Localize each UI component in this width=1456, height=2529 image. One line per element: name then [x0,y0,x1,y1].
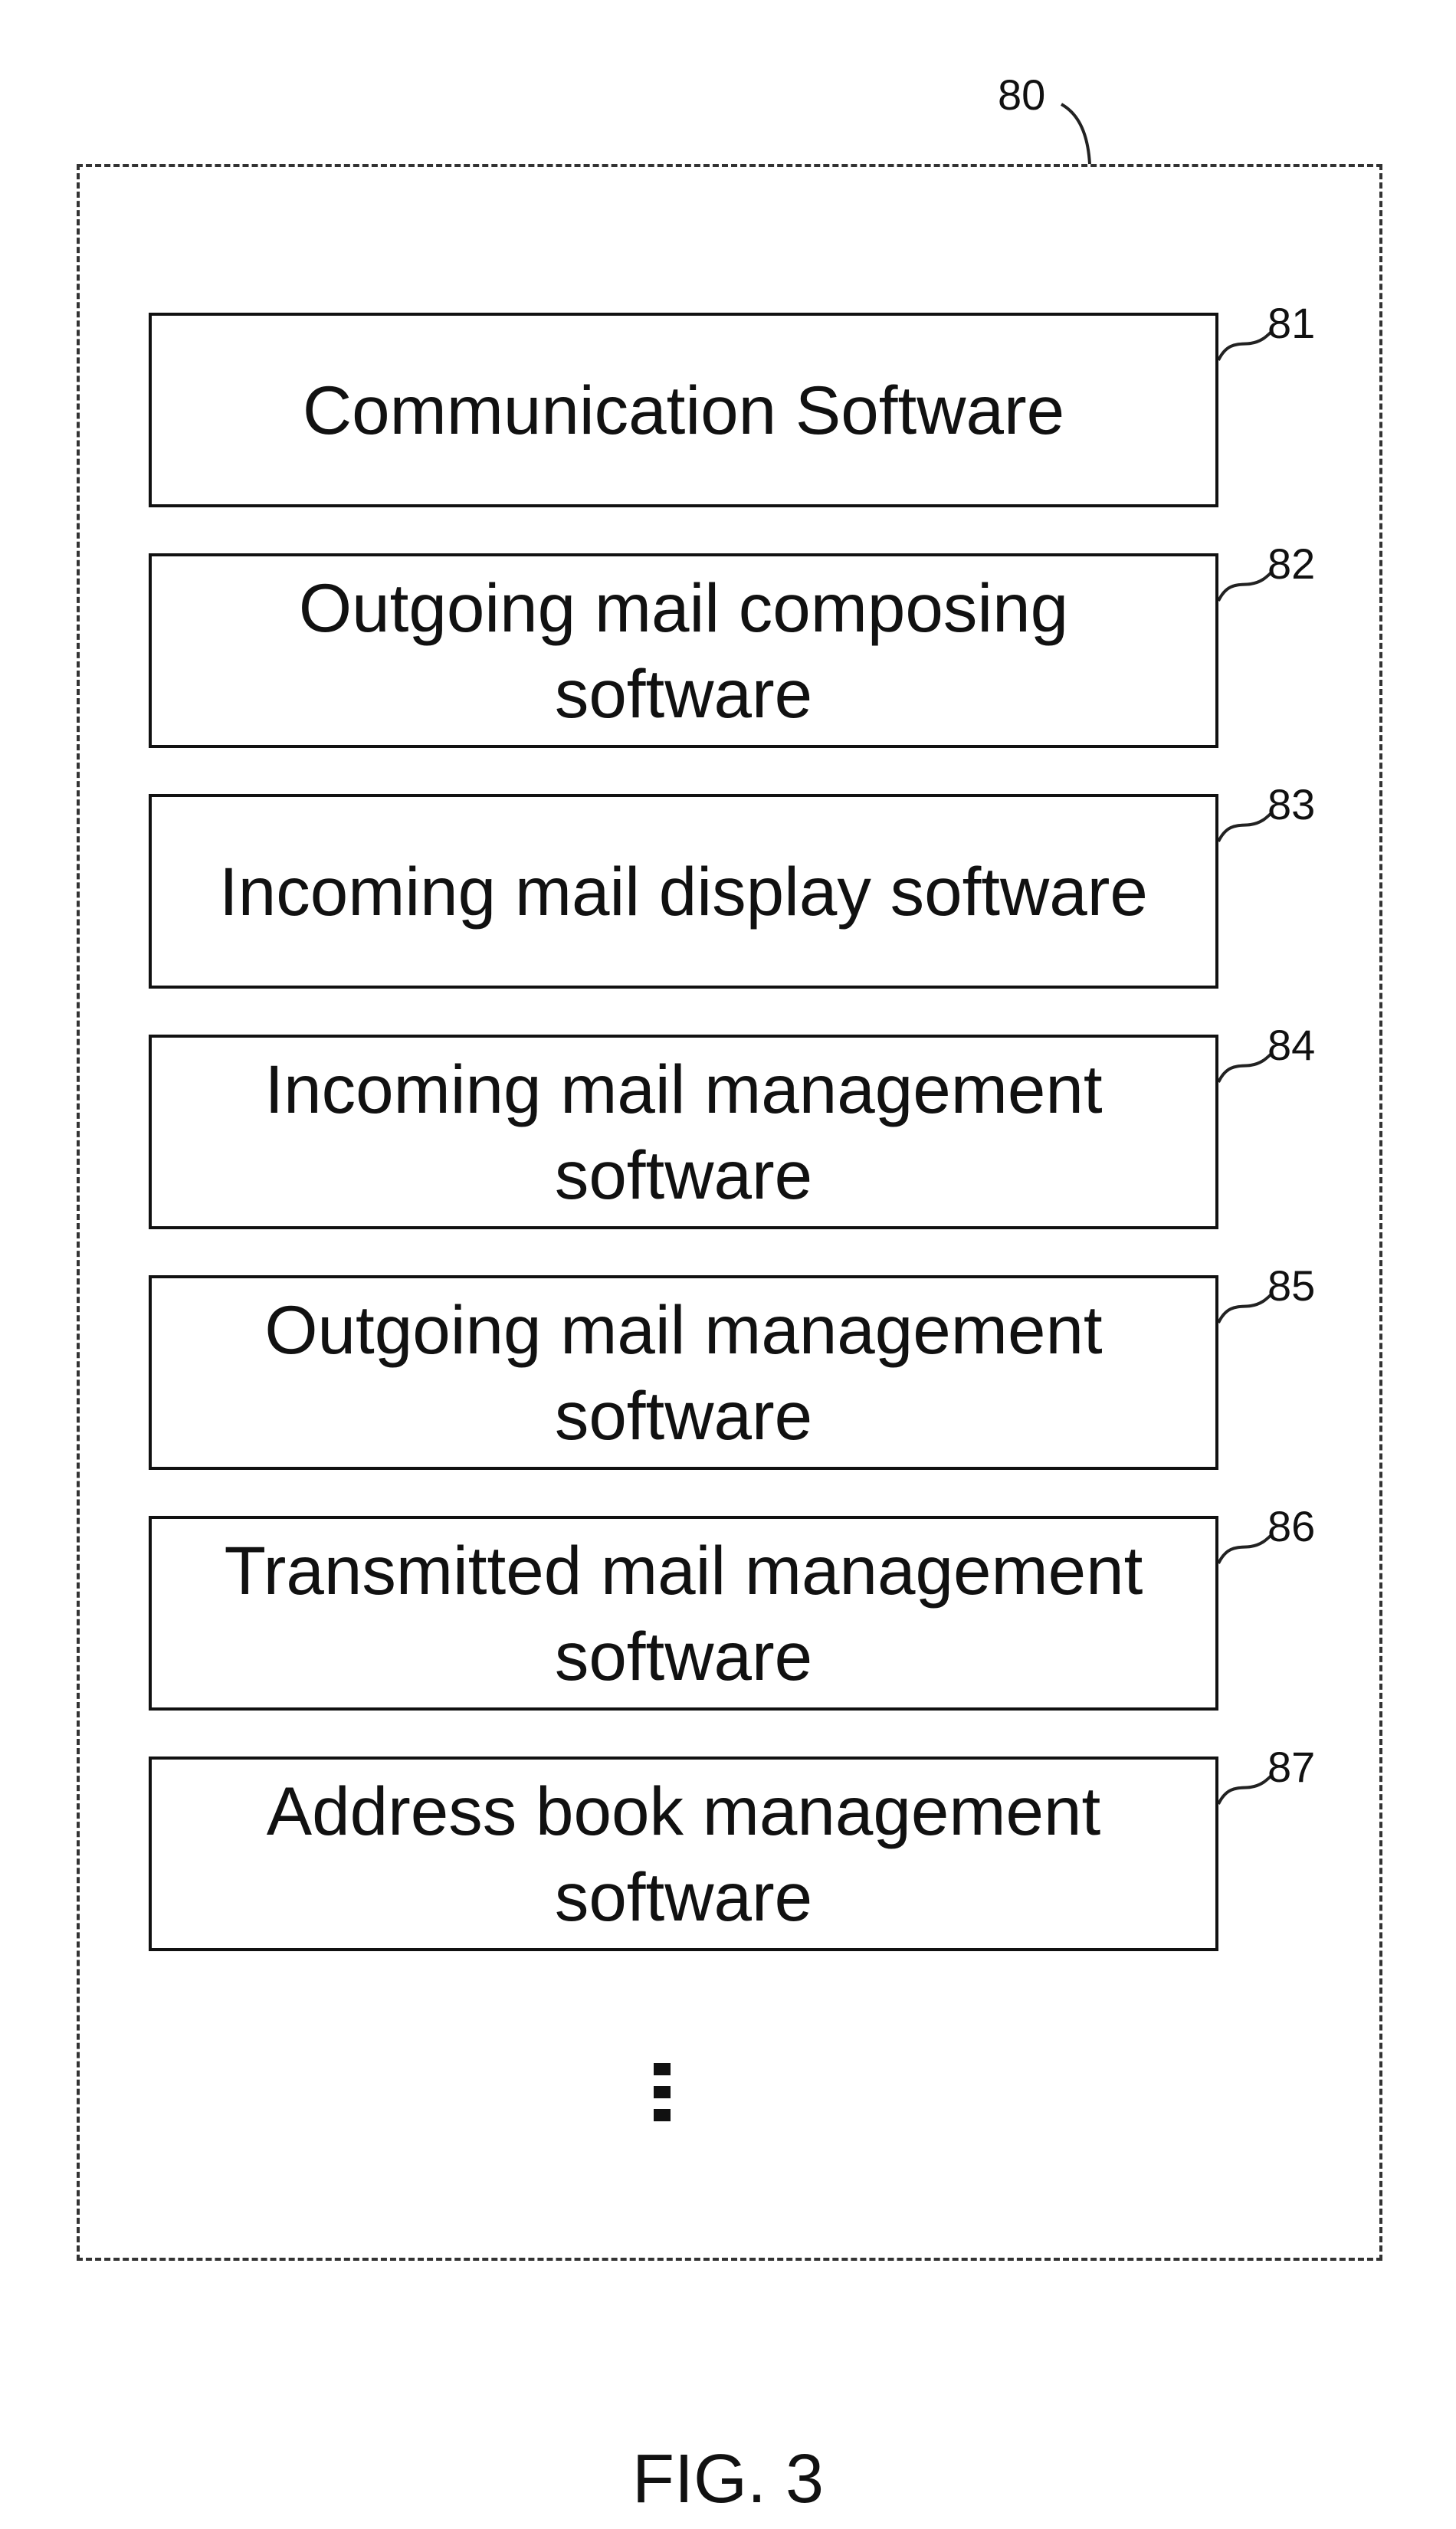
reference-numeral-84: 84 [1267,1024,1315,1067]
reference-numeral-85: 85 [1267,1264,1315,1307]
block-transmitted-mail-management-software: Transmitted mail management software [149,1516,1218,1711]
figure-caption: FIG. 3 [0,2445,1456,2514]
block-label: Address book management software [244,1768,1123,1940]
reference-numeral-82: 82 [1267,543,1315,586]
reference-numeral-83: 83 [1267,783,1315,826]
block-label: Transmitted mail management software [202,1527,1166,1699]
block-incoming-mail-display-software: Incoming mail display software [149,794,1218,989]
block-outgoing-mail-management-software: Outgoing mail management software [149,1275,1218,1470]
block-outgoing-mail-composing-software: Outgoing mail composing software [149,553,1218,748]
block-incoming-mail-management-software: Incoming mail management software [149,1035,1218,1229]
leader-line-80 [1061,104,1090,164]
reference-numeral-86: 86 [1267,1505,1315,1548]
ellipsis-dot [654,2086,671,2098]
block-address-book-management-software: Address book management software [149,1757,1218,1951]
block-label: Incoming mail display software [196,848,1171,934]
ellipsis-dot [654,2063,671,2075]
container-reference-numeral: 80 [998,74,1045,116]
reference-numeral-81: 81 [1267,302,1315,345]
block-label: Outgoing mail composing software [276,565,1091,736]
reference-numeral-87: 87 [1267,1746,1315,1789]
block-communication-software: Communication Software [149,313,1218,507]
block-label: Communication Software [280,367,1087,453]
ellipsis-dot [654,2109,671,2121]
block-label: Incoming mail management software [241,1046,1125,1218]
block-label: Outgoing mail management software [241,1287,1125,1458]
